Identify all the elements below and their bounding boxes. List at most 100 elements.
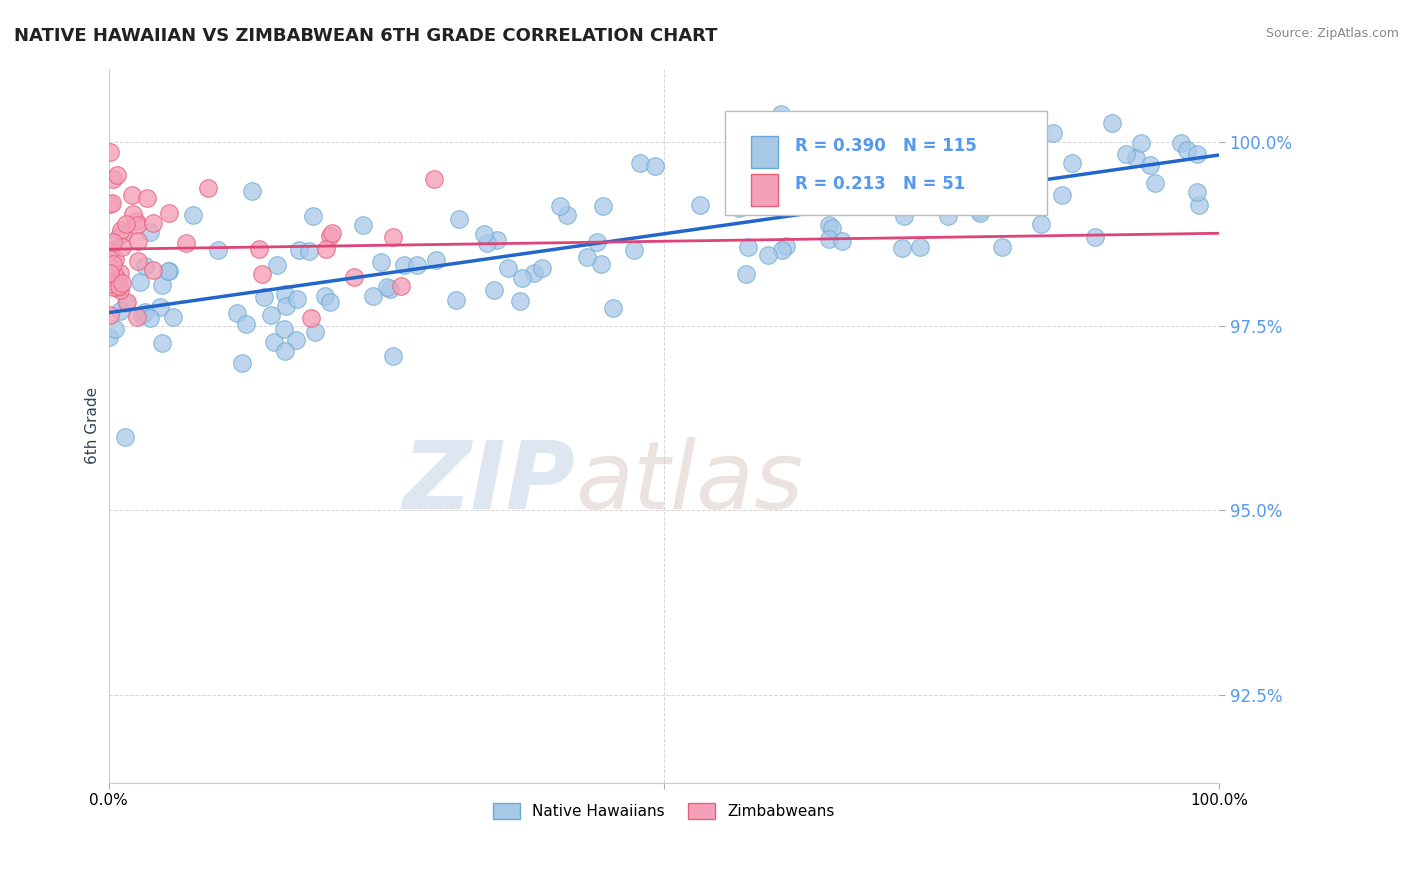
Point bbox=[1005, 145, 1028, 159]
Point bbox=[734, 267, 756, 281]
Point bbox=[107, 168, 129, 182]
Text: Source: ZipAtlas.com: Source: ZipAtlas.com bbox=[1265, 27, 1399, 40]
Point bbox=[231, 356, 253, 370]
Point bbox=[157, 264, 180, 278]
Point bbox=[150, 335, 173, 350]
Point bbox=[314, 289, 336, 303]
Point bbox=[821, 221, 844, 235]
Text: ZIP: ZIP bbox=[402, 437, 575, 529]
Point bbox=[995, 129, 1018, 144]
Point bbox=[125, 310, 148, 324]
Point bbox=[98, 244, 121, 258]
Point bbox=[131, 308, 153, 322]
Point bbox=[101, 257, 124, 271]
Point bbox=[1129, 136, 1152, 150]
Text: R = 0.390   N = 115: R = 0.390 N = 115 bbox=[794, 136, 977, 155]
Point bbox=[382, 349, 405, 363]
Point bbox=[770, 243, 793, 257]
Y-axis label: 6th Grade: 6th Grade bbox=[86, 387, 100, 465]
Point bbox=[108, 304, 131, 318]
Point bbox=[869, 123, 891, 137]
Point bbox=[197, 181, 219, 195]
Point bbox=[831, 234, 853, 248]
Bar bbox=[751, 136, 779, 168]
Point bbox=[818, 218, 841, 232]
Point bbox=[111, 276, 134, 290]
Point bbox=[273, 286, 295, 301]
Point bbox=[689, 197, 711, 211]
Point bbox=[352, 218, 374, 232]
Point bbox=[287, 292, 309, 306]
Point bbox=[917, 163, 939, 178]
Point bbox=[378, 282, 401, 296]
Point bbox=[1170, 136, 1192, 150]
Point bbox=[496, 261, 519, 276]
Point bbox=[98, 330, 121, 344]
Point bbox=[226, 306, 249, 320]
Point bbox=[235, 317, 257, 331]
Point bbox=[530, 260, 553, 275]
Point bbox=[737, 240, 759, 254]
Point bbox=[770, 107, 793, 121]
Point bbox=[134, 305, 156, 319]
Point bbox=[103, 252, 125, 266]
Point bbox=[103, 322, 125, 336]
Legend: Native Hawaiians, Zimbabweans: Native Hawaiians, Zimbabweans bbox=[486, 797, 841, 825]
Point bbox=[98, 145, 121, 159]
Point bbox=[728, 133, 751, 147]
Point bbox=[890, 241, 912, 255]
Point bbox=[98, 266, 121, 280]
Point bbox=[475, 235, 498, 250]
Point bbox=[589, 256, 612, 270]
Point bbox=[108, 266, 131, 280]
Point bbox=[274, 299, 297, 313]
Point bbox=[115, 294, 138, 309]
Point bbox=[509, 293, 531, 308]
Point bbox=[818, 232, 841, 246]
Point bbox=[129, 275, 152, 289]
Point bbox=[406, 259, 429, 273]
Point bbox=[122, 206, 145, 220]
Point bbox=[1125, 151, 1147, 165]
Point bbox=[108, 229, 131, 244]
Point bbox=[111, 239, 134, 253]
Point bbox=[125, 214, 148, 228]
Point bbox=[304, 325, 326, 339]
Point bbox=[575, 250, 598, 264]
Point bbox=[288, 243, 311, 257]
Point bbox=[1188, 198, 1211, 212]
Point bbox=[423, 172, 446, 186]
Point bbox=[157, 264, 180, 278]
Point bbox=[447, 211, 470, 226]
Point bbox=[274, 344, 297, 359]
Point bbox=[252, 290, 274, 304]
Point bbox=[121, 187, 143, 202]
Point bbox=[446, 293, 468, 308]
Point bbox=[391, 279, 413, 293]
Point bbox=[101, 172, 124, 186]
Point bbox=[108, 279, 131, 293]
Point bbox=[486, 234, 509, 248]
Point bbox=[127, 234, 149, 248]
Point bbox=[1143, 177, 1166, 191]
Point bbox=[472, 227, 495, 241]
Point bbox=[1060, 156, 1083, 170]
Point bbox=[114, 430, 136, 444]
Point bbox=[98, 308, 121, 322]
Point bbox=[1115, 147, 1137, 161]
Point bbox=[284, 333, 307, 347]
Point bbox=[176, 235, 198, 250]
Point bbox=[125, 218, 148, 232]
Text: NATIVE HAWAIIAN VS ZIMBABWEAN 6TH GRADE CORRELATION CHART: NATIVE HAWAIIAN VS ZIMBABWEAN 6TH GRADE … bbox=[14, 27, 717, 45]
Point bbox=[142, 263, 165, 277]
Point bbox=[990, 240, 1012, 254]
Point bbox=[912, 145, 935, 159]
Point bbox=[1052, 187, 1074, 202]
Point bbox=[623, 243, 645, 257]
Point bbox=[548, 199, 571, 213]
Point bbox=[247, 242, 270, 256]
Point bbox=[298, 244, 321, 258]
Point bbox=[103, 267, 125, 281]
Point bbox=[263, 335, 285, 350]
Point bbox=[586, 235, 609, 249]
